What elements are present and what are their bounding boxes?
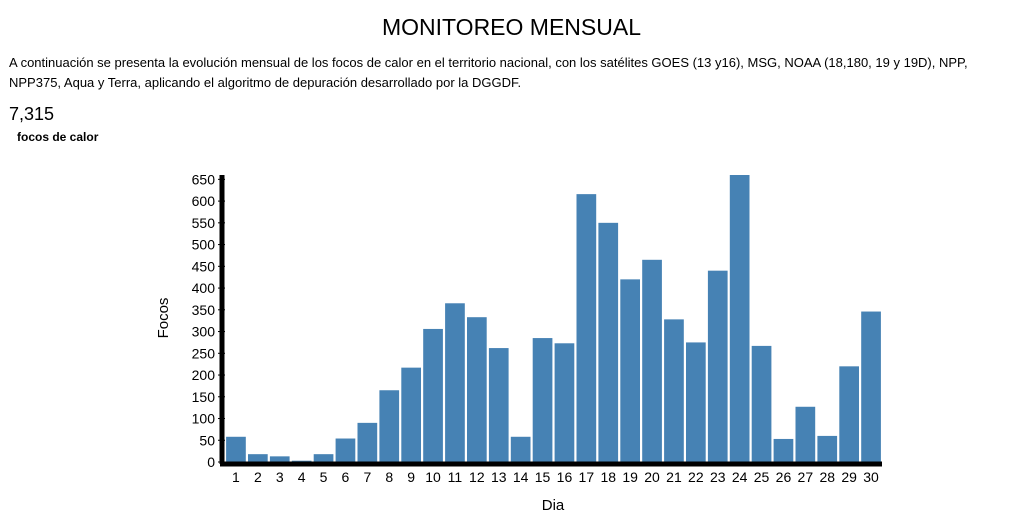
x-tick-label: 7 [363, 469, 371, 485]
x-tick-label: 9 [407, 469, 415, 485]
y-tick-label: 500 [192, 237, 216, 253]
page-title: MONITOREO MENSUAL [382, 14, 641, 40]
bar-day-1 [226, 436, 246, 462]
x-tick-label: 24 [732, 469, 748, 485]
x-tick-label: 25 [754, 469, 770, 485]
page-description: A continuación se presenta la evolución … [9, 55, 968, 90]
bar-day-25 [751, 345, 772, 462]
bar-day-14 [510, 436, 531, 462]
bar-day-15 [532, 338, 553, 462]
y-axis-label: Focos [155, 298, 172, 339]
bar-day-19 [620, 279, 640, 462]
bar-day-20 [642, 259, 662, 462]
bar-day-4 [291, 460, 312, 462]
x-tick-label: 6 [342, 469, 350, 485]
x-tick-label: 11 [448, 469, 463, 485]
bar-day-30 [861, 311, 881, 462]
x-tick-label: 22 [688, 469, 704, 485]
total-focos-count: 7,315 [9, 104, 55, 124]
x-tick-label: 18 [600, 469, 616, 485]
x-tick-label: 12 [469, 469, 485, 485]
y-tick-label: 150 [192, 389, 216, 405]
bar-day-7 [357, 422, 378, 462]
x-tick-label: 14 [513, 469, 529, 485]
bar-day-11 [445, 303, 465, 462]
bar-day-18 [598, 222, 619, 462]
x-tick-label: 17 [579, 469, 595, 485]
y-tick-label: 400 [192, 280, 216, 296]
x-tick-label: 13 [491, 469, 507, 485]
x-tick-label: 15 [535, 469, 551, 485]
x-tick-label: 8 [385, 469, 393, 485]
bar-day-23 [707, 270, 728, 462]
y-tick-label: 350 [192, 302, 216, 318]
bar-day-22 [686, 342, 706, 462]
bar-day-2 [248, 454, 268, 462]
bar-day-9 [401, 367, 421, 462]
y-tick-label: 550 [192, 215, 216, 231]
x-tick-label: 30 [863, 469, 879, 485]
bar-day-3 [269, 456, 290, 462]
bar-day-13 [488, 348, 509, 462]
x-tick-label: 2 [254, 469, 262, 485]
y-tick-label: 50 [199, 432, 215, 448]
y-axis-ticks: 0 50 100 150 200 250 300 350 400 450 500 550 600 650 [192, 171, 225, 470]
x-tick-label: 10 [425, 469, 441, 485]
bars [226, 175, 881, 462]
bar-day-24 [729, 175, 750, 462]
x-tick-label: 1 [232, 469, 240, 485]
x-tick-label: 20 [644, 469, 660, 485]
x-axis-ticks: 1 2 3 4 5 6 7 8 9 10 11 12 13 14 15 16 17 18 19 20 21 22 23 24 2… [232, 469, 879, 485]
y-tick-label: 600 [192, 193, 216, 209]
total-focos-label: focos de calor [17, 130, 99, 144]
y-tick-label: 450 [192, 258, 216, 274]
bar-day-8 [379, 390, 400, 462]
bar-day-21 [664, 319, 684, 462]
y-tick-label: 100 [192, 411, 216, 427]
x-tick-label: 16 [557, 469, 573, 485]
x-axis-label: Dia [542, 497, 565, 514]
bar-day-6 [335, 438, 356, 462]
x-tick-label: 5 [320, 469, 328, 485]
x-tick-label: 3 [276, 469, 284, 485]
y-tick-label: 0 [207, 454, 215, 470]
bar-day-17 [576, 194, 597, 462]
y-tick-label: 250 [192, 345, 216, 361]
bar-day-10 [423, 328, 443, 462]
x-tick-label: 23 [710, 469, 726, 485]
bar-day-27 [795, 406, 816, 462]
x-tick-label: 28 [819, 469, 835, 485]
y-tick-label: 300 [192, 324, 216, 340]
x-tick-label: 29 [841, 469, 857, 485]
bar-day-5 [313, 454, 334, 462]
bar-day-29 [839, 366, 859, 462]
x-tick-label: 27 [798, 469, 814, 485]
y-tick-label: 650 [192, 171, 216, 187]
bar-day-12 [467, 317, 487, 462]
x-tick-label: 21 [666, 469, 682, 485]
bar-day-26 [773, 438, 794, 462]
y-tick-label: 200 [192, 367, 216, 383]
x-tick-label: 4 [298, 469, 306, 485]
bar-day-28 [817, 435, 838, 462]
bar-day-16 [554, 343, 575, 462]
x-tick-label: 26 [776, 469, 792, 485]
x-tick-label: 19 [622, 469, 638, 485]
